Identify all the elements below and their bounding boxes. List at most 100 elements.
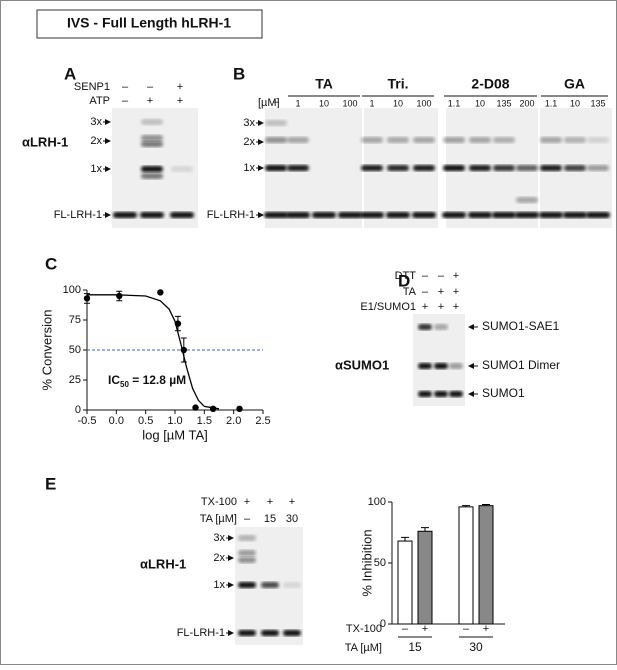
- data-point: [157, 289, 164, 296]
- lane-mark: +: [438, 301, 444, 313]
- y-tick-label: 0: [380, 618, 386, 630]
- lane-mark: 30: [286, 513, 298, 525]
- series-axis-label: TX-100: [346, 623, 382, 635]
- lane-label: 1.1: [545, 98, 558, 108]
- lane-label: 10: [393, 98, 403, 108]
- y-tick-label: 100: [368, 496, 386, 508]
- lane-mark: –: [147, 81, 154, 93]
- y-tick-label: 25: [69, 374, 81, 386]
- error-bar: [462, 505, 470, 507]
- band: [141, 173, 163, 179]
- group-label: GA: [564, 76, 585, 92]
- y-axis-label: % Inhibition: [359, 529, 374, 596]
- lane-mark: +: [177, 95, 183, 107]
- band-label: 3x: [90, 116, 102, 128]
- lane-mark: +: [177, 81, 183, 93]
- antibody: αSUMO1: [335, 357, 389, 372]
- band: [386, 212, 410, 218]
- band: [442, 212, 466, 218]
- row-label: TA [µM]: [200, 513, 237, 525]
- band: [338, 212, 362, 218]
- series-label: +: [483, 623, 489, 635]
- band-label: 2x: [90, 135, 102, 147]
- band-label: FL-LRH-1: [177, 627, 225, 639]
- band-label: SUMO1-SAE1: [482, 319, 560, 333]
- lane-mark: +: [422, 301, 428, 313]
- group-label: 2-D08: [471, 76, 509, 92]
- band-label: 3x: [213, 532, 225, 544]
- annotation-text: IC: [108, 373, 120, 387]
- lane-mark: –: [422, 270, 429, 282]
- band: [493, 137, 515, 143]
- band: [418, 391, 432, 397]
- band: [238, 550, 256, 556]
- lane-mark: +: [147, 95, 153, 107]
- band: [113, 212, 137, 218]
- lane-mark: –: [122, 95, 129, 107]
- band-label: SUMO1 Dimer: [482, 358, 560, 372]
- band: [283, 630, 301, 636]
- data-point: [192, 404, 199, 411]
- group-label: TA: [315, 76, 333, 92]
- band: [412, 212, 436, 218]
- band: [360, 212, 384, 218]
- panel-label: A: [64, 64, 76, 83]
- lane-label: 1: [295, 98, 300, 108]
- lane-mark: +: [438, 286, 444, 298]
- x-tick-label: 1.0: [167, 415, 182, 427]
- band: [264, 212, 288, 218]
- band: [515, 212, 539, 218]
- band: [468, 212, 492, 218]
- band: [493, 165, 515, 171]
- panel-label: D: [398, 271, 410, 290]
- band: [540, 137, 562, 143]
- band: [287, 137, 309, 143]
- band: [449, 363, 463, 369]
- band: [287, 165, 309, 171]
- band: [361, 137, 383, 143]
- band: [387, 165, 409, 171]
- band: [141, 141, 163, 147]
- band: [418, 363, 432, 369]
- band: [261, 582, 279, 588]
- band: [238, 535, 256, 541]
- panel-label: E: [45, 474, 56, 493]
- band: [564, 165, 586, 171]
- bar: [397, 540, 413, 625]
- error-bar: [482, 503, 490, 506]
- row-label: E1/SUMO1: [360, 301, 416, 313]
- band: [469, 137, 491, 143]
- x-tick-label: 1.5: [197, 415, 212, 427]
- annotation-rest: = 12.8 µM: [129, 373, 186, 387]
- antibody: αLRH-1: [140, 556, 186, 571]
- band: [286, 212, 310, 218]
- series-label: +: [422, 623, 428, 635]
- band: [238, 630, 256, 636]
- band: [413, 165, 435, 171]
- category-axis-label: TA [µM]: [345, 642, 382, 654]
- band: [443, 165, 465, 171]
- bar: [478, 505, 494, 625]
- band: [587, 137, 609, 143]
- panel-label: C: [45, 254, 57, 273]
- lane-mark: –: [422, 286, 429, 298]
- lane-mark: +: [267, 496, 273, 508]
- row-label: DTT: [395, 270, 417, 282]
- row-label: TA: [403, 286, 417, 298]
- lane-mark: 15: [264, 513, 276, 525]
- group-label: Tri.: [387, 76, 408, 92]
- band: [238, 582, 256, 588]
- band: [563, 212, 587, 218]
- band: [283, 582, 301, 588]
- band: [265, 120, 287, 126]
- band-label: 1x: [213, 579, 225, 591]
- data-point: [236, 405, 243, 412]
- band: [434, 363, 448, 369]
- x-tick-label: 0.0: [109, 415, 124, 427]
- series-label: –: [463, 623, 470, 635]
- x-tick-label: 0.5: [138, 415, 153, 427]
- band: [387, 137, 409, 143]
- y-tick-label: 50: [69, 344, 81, 356]
- band-label: 1x: [90, 163, 102, 175]
- panel-label: B: [233, 64, 245, 83]
